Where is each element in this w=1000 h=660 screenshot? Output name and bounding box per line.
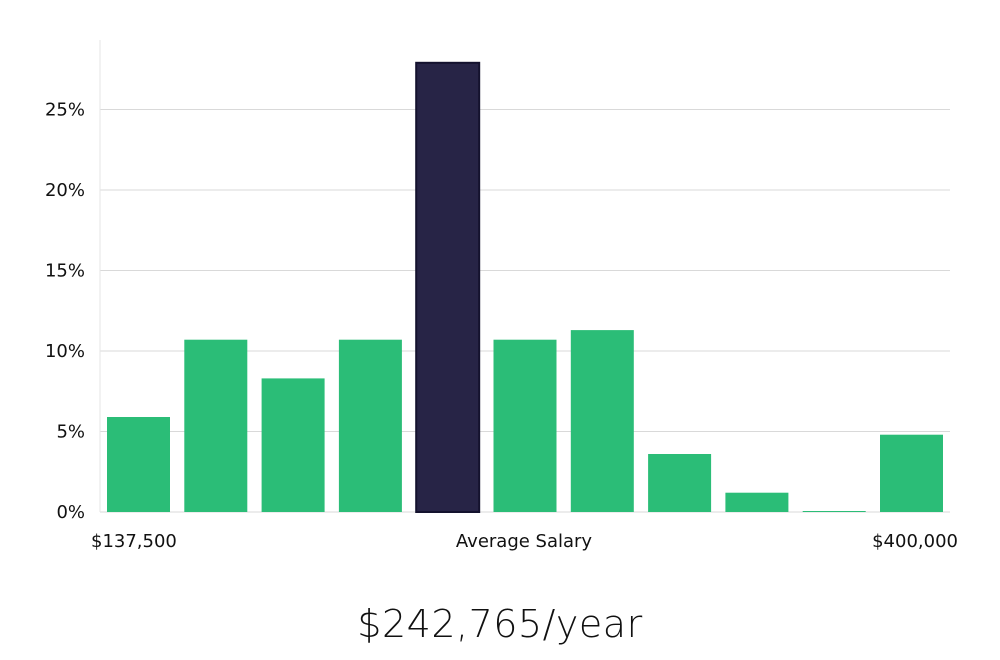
y-axis-tick-labels: 0% 5% 10% 15% 20% 25%	[45, 100, 85, 524]
bar	[107, 417, 170, 512]
y-tick-label: 15%	[45, 261, 85, 282]
x-label-max: $400,000	[872, 531, 958, 552]
bar-average-salary	[415, 61, 481, 514]
y-tick-label: 10%	[45, 341, 85, 362]
bar	[570, 330, 634, 512]
y-tick-label: 0%	[56, 502, 85, 523]
x-label-center: Average Salary	[456, 531, 593, 552]
bar	[338, 339, 402, 512]
bar	[493, 339, 557, 512]
y-tick-label: 5%	[56, 422, 85, 443]
bars	[107, 61, 943, 514]
average-salary-value: $242,765/year	[357, 602, 643, 646]
bar	[184, 339, 248, 512]
bar	[880, 434, 943, 512]
bar	[648, 454, 712, 512]
bar	[802, 511, 866, 512]
salary-distribution-chart: 0% 5% 10% 15% 20% 25% $137,500 Average Salary…	[45, 40, 958, 552]
bar	[261, 378, 325, 512]
y-tick-label: 25%	[45, 100, 85, 121]
x-label-min: $137,500	[91, 531, 177, 552]
y-tick-label: 20%	[45, 180, 85, 201]
bar	[725, 492, 789, 512]
